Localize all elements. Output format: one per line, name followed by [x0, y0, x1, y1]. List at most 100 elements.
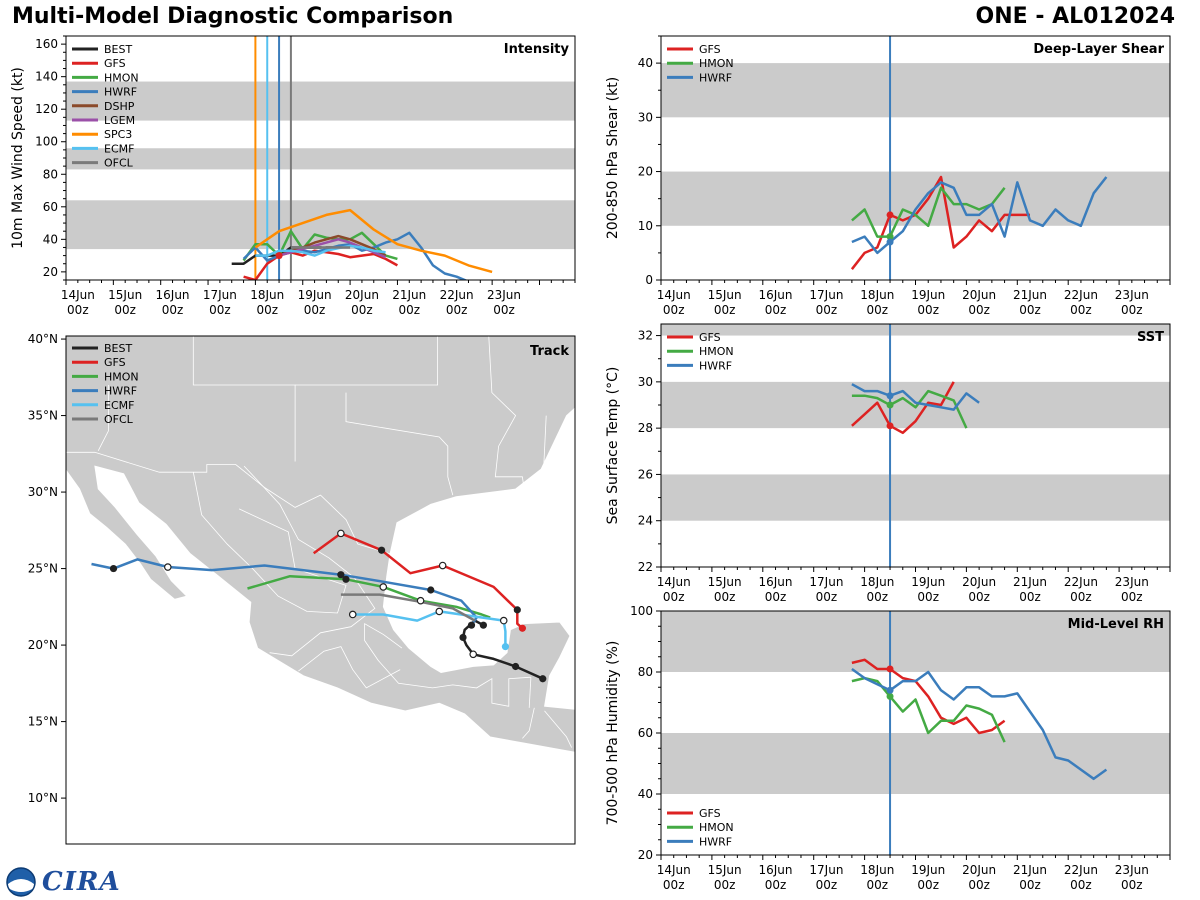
x-tick-label: 15Jun	[108, 288, 142, 302]
legend-label-ecmf: ECMF	[104, 142, 134, 155]
border-texas	[345, 392, 454, 496]
analysis-marker	[886, 686, 894, 694]
series-line-hmon	[851, 389, 968, 429]
x-tick-sublabel: 00z	[816, 303, 838, 317]
rh-panel: 2040608010014Jun00z15Jun00z16Jun00z17Jun…	[605, 604, 1171, 892]
x-tick-sublabel: 00z	[968, 590, 990, 604]
x-tick-sublabel: 00z	[867, 878, 889, 892]
legend-label-spc3: SPC3	[104, 128, 132, 141]
border-ms-al	[542, 415, 547, 487]
track-marker-open	[499, 616, 508, 625]
x-tick-label: 22Jun	[1064, 575, 1098, 589]
x-tick-label: 18Jun	[860, 863, 894, 877]
map-group	[66, 336, 575, 753]
y-tick-label: 28	[638, 421, 653, 435]
y-tick-label: 22	[638, 560, 653, 574]
x-tick-sublabel: 00z	[1019, 878, 1041, 892]
x-tick-label: 21Jun	[392, 288, 426, 302]
cira-logo-text: CIRA	[42, 867, 121, 897]
series-line-gfs	[851, 381, 955, 435]
x-tick-sublabel: 00z	[816, 590, 838, 604]
track-marker-open	[164, 563, 172, 571]
track-marker-filled	[539, 675, 547, 683]
legend-label-hwrf: HWRF	[699, 835, 732, 848]
panel-title: Mid-Level RH	[1068, 617, 1164, 632]
x-tick-sublabel: 00z	[1121, 878, 1143, 892]
border-belize	[528, 677, 532, 708]
legend-label-hmon: HMON	[699, 821, 734, 834]
x-tick-sublabel: 00z	[968, 303, 990, 317]
series-line-spc3	[254, 208, 493, 274]
y-tick-label: 140	[35, 70, 58, 84]
lat-tick-label: 25°N	[28, 562, 58, 576]
track-marker-filled	[377, 546, 386, 554]
analysis-marker	[886, 392, 894, 400]
track-marker-filled	[342, 575, 350, 583]
panel-title: Deep-Layer Shear	[1033, 42, 1164, 57]
analysis-marker	[886, 238, 894, 246]
track-marker-filled	[518, 624, 527, 632]
track-legend-label-gfs: GFS	[104, 356, 126, 369]
y-tick-label: 80	[43, 167, 58, 181]
x-tick-label: 23Jun	[487, 288, 521, 302]
legend-label-hwrf: HWRF	[699, 71, 732, 84]
x-tick-label: 14Jun	[657, 863, 691, 877]
panel-title: Intensity	[504, 42, 570, 57]
analysis-marker	[275, 252, 283, 260]
legend-label-dshp: DSHP	[104, 100, 135, 113]
x-tick-sublabel: 00z	[816, 878, 838, 892]
x-tick-label: 22Jun	[1064, 288, 1098, 302]
legend-label-hwrf: HWRF	[699, 359, 732, 372]
track-legend-label-hmon: HMON	[104, 370, 139, 383]
shade-band	[661, 474, 1170, 521]
track-marker-open	[435, 607, 444, 616]
x-tick-label: 20Jun	[962, 575, 996, 589]
y-tick-label: 100	[630, 604, 653, 618]
x-tick-label: 20Jun	[345, 288, 379, 302]
x-tick-sublabel: 00z	[1070, 878, 1092, 892]
series-group	[850, 175, 1108, 270]
series-line-hmon	[242, 229, 398, 262]
analysis-marker	[886, 211, 894, 219]
x-tick-label: 16Jun	[759, 288, 793, 302]
y-tick-label: 30	[638, 110, 653, 124]
track-marker-filled	[512, 662, 520, 671]
x-tick-label: 14Jun	[657, 288, 691, 302]
shade-band	[661, 171, 1170, 226]
x-tick-sublabel: 00z	[663, 878, 685, 892]
border-mex-states-1	[243, 465, 376, 657]
series-line-hwrf	[851, 176, 1108, 255]
intensity-panel: 2040608010012014016014Jun00z15Jun00z16Ju…	[10, 35, 576, 317]
y-tick-label: 20	[638, 165, 653, 179]
x-tick-label: 18Jun	[860, 288, 894, 302]
x-tick-sublabel: 00z	[1019, 303, 1041, 317]
x-tick-label: 23Jun	[1115, 863, 1149, 877]
x-tick-sublabel: 00z	[256, 303, 278, 317]
track-marker-filled	[513, 606, 521, 614]
x-tick-sublabel: 00z	[968, 878, 990, 892]
x-tick-sublabel: 00z	[765, 878, 787, 892]
x-tick-label: 15Jun	[708, 863, 742, 877]
track-legend-label-best: BEST	[104, 342, 132, 355]
track-marker-open	[416, 596, 425, 605]
track-marker-filled	[109, 564, 118, 573]
track-title: Track	[530, 344, 569, 359]
x-tick-label: 22Jun	[1064, 863, 1098, 877]
track-marker-open	[469, 650, 478, 659]
analysis-marker	[886, 692, 894, 700]
track-marker-open	[438, 561, 447, 570]
shade-band	[661, 611, 1170, 672]
legend-label-gfs: GFS	[104, 57, 126, 70]
x-tick-label: 17Jun	[809, 863, 843, 877]
panel-title: SST	[1137, 330, 1164, 345]
y-tick-label: 80	[638, 665, 653, 679]
x-tick-sublabel: 00z	[765, 303, 787, 317]
x-tick-sublabel: 00z	[67, 303, 89, 317]
y-axis-label: 10m Max Wind Speed (kt)	[10, 67, 26, 249]
shear-panel: 01020304014Jun00z15Jun00z16Jun00z17Jun00…	[605, 35, 1171, 317]
axes-frame	[660, 323, 1171, 568]
track-line-hwrf	[91, 558, 478, 626]
border-ok-ks	[295, 336, 438, 386]
land-florida-edge	[574, 479, 575, 501]
x-tick-sublabel: 00z	[209, 303, 231, 317]
